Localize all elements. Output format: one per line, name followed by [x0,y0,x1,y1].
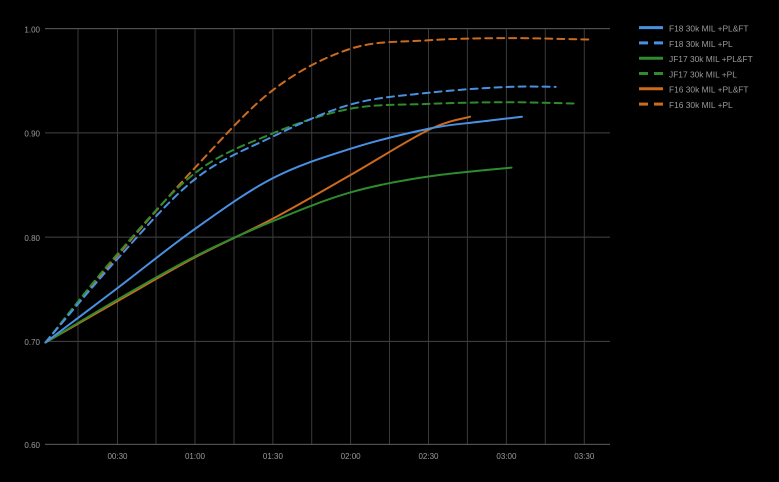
svg-text:F16 30k MIL +PL&FT: F16 30k MIL +PL&FT [669,85,749,95]
svg-text:JF17 30k MIL +PL: JF17 30k MIL +PL [669,69,737,79]
svg-text:F16 30k MIL +PL: F16 30k MIL +PL [669,100,733,110]
svg-text:03:30: 03:30 [574,452,595,461]
svg-text:02:00: 02:00 [341,452,362,461]
svg-text:0.70: 0.70 [24,338,40,347]
svg-text:JF17 30k MIL +PL&FT: JF17 30k MIL +PL&FT [669,54,753,64]
svg-text:0.60: 0.60 [24,441,40,450]
svg-text:00:30: 00:30 [107,452,128,461]
svg-text:1.00: 1.00 [24,26,40,35]
svg-text:03:00: 03:00 [496,452,517,461]
svg-text:0.80: 0.80 [24,234,40,243]
svg-text:01:30: 01:30 [263,452,284,461]
svg-text:0.90: 0.90 [24,130,40,139]
svg-text:01:00: 01:00 [185,452,206,461]
svg-text:F18 30k MIL +PL&FT: F18 30k MIL +PL&FT [669,24,749,34]
svg-text:02:30: 02:30 [418,452,439,461]
svg-text:F18 30k MIL +PL: F18 30k MIL +PL [669,39,733,49]
